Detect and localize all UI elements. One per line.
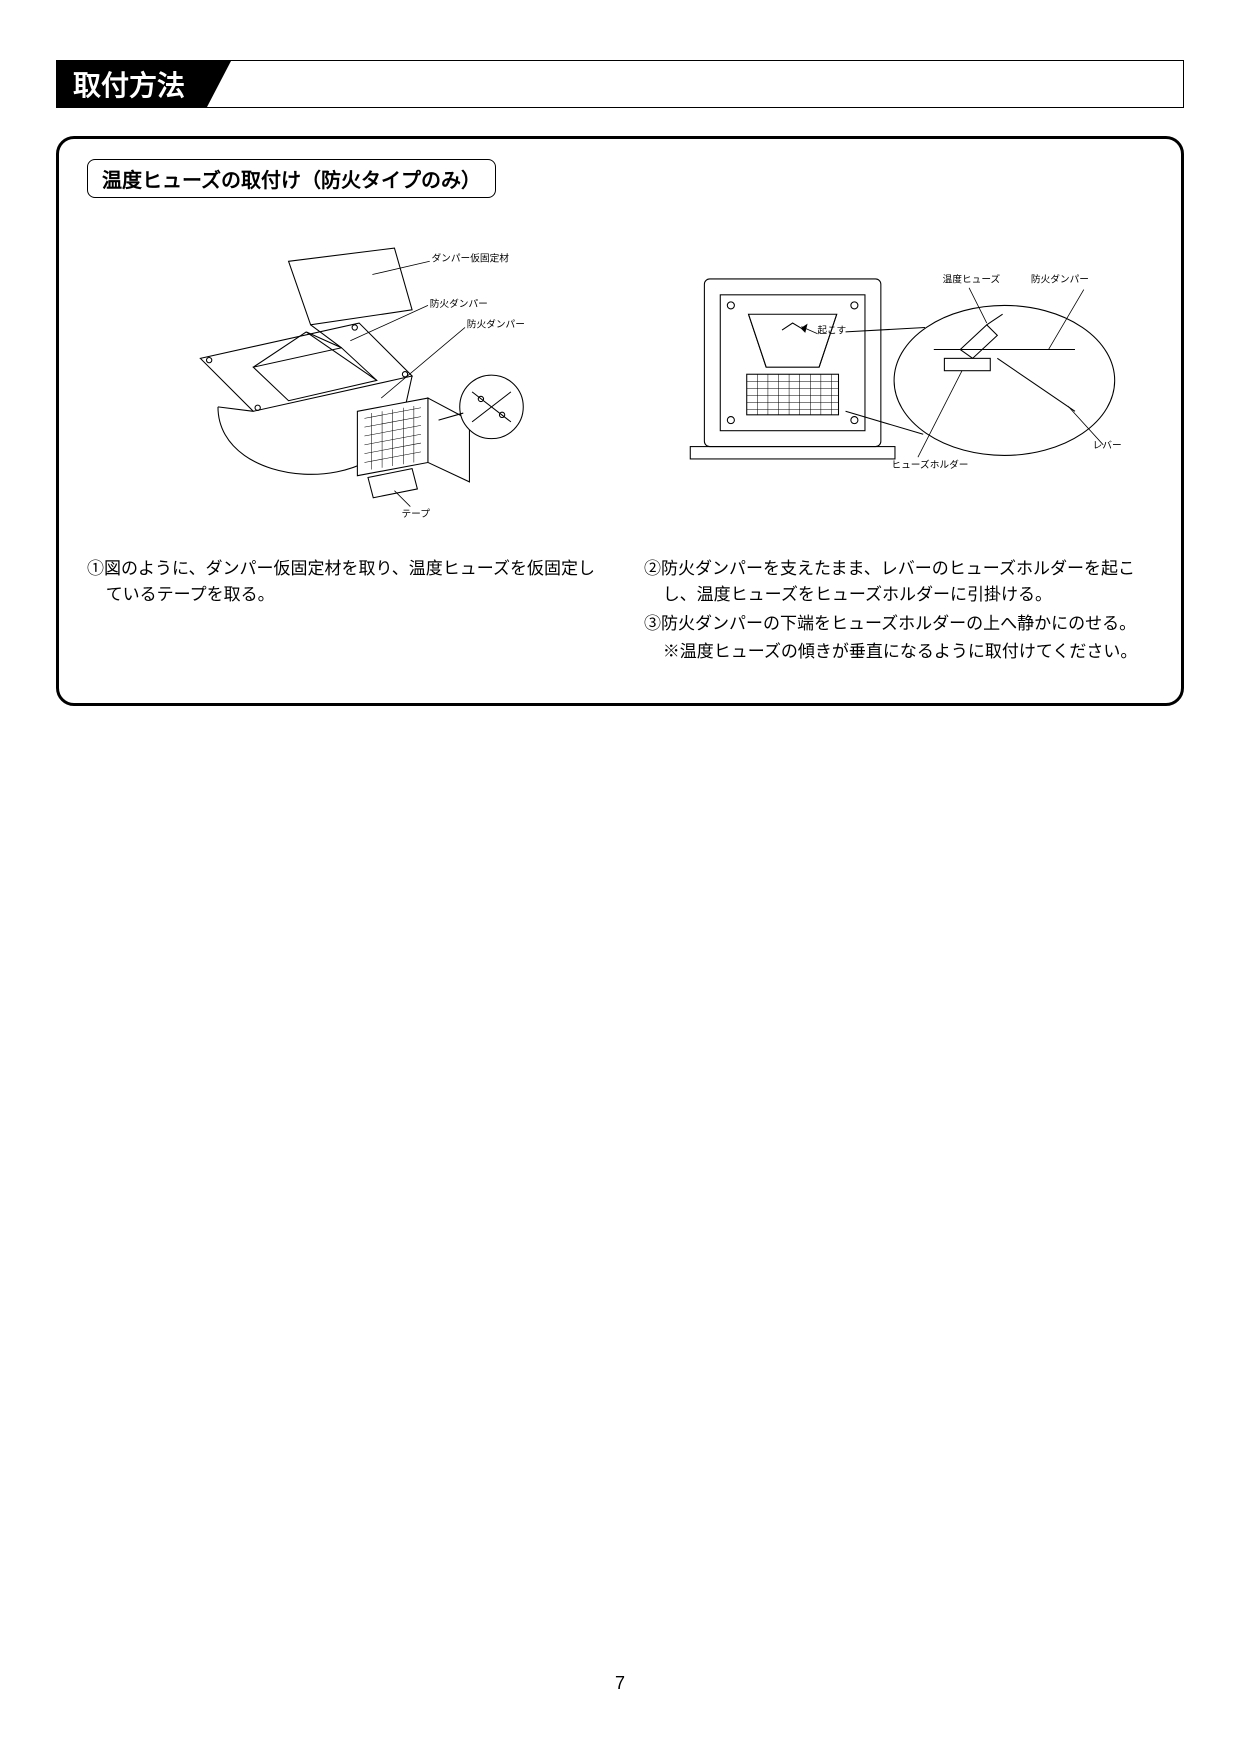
diagram-right: 起こす 温度ヒューズ 防火ダンパー ヒューズホルダー レバー (644, 226, 1153, 526)
diagram-left-column: ダンパー仮固定材 防火ダンパー 防火ダンパー テープ (87, 226, 596, 526)
diagrams-row: ダンパー仮固定材 防火ダンパー 防火ダンパー テープ (87, 226, 1153, 526)
instruction-step-2: ②防火ダンパーを支えたまま、レバーのヒューズホルダーを起こし、温度ヒューズをヒュ… (644, 556, 1153, 609)
section-header: 取付方法 (56, 60, 1184, 108)
label-fire-damper-1: 防火ダンパー (430, 297, 488, 310)
content-box: 温度ヒューズの取付け（防火タイプのみ） (56, 136, 1184, 706)
instruction-step-1: ①図のように、ダンパー仮固定材を取り、温度ヒューズを仮固定しているテープを取る。 (87, 556, 596, 609)
diagram-left: ダンパー仮固定材 防火ダンパー 防火ダンパー テープ (87, 226, 596, 526)
label-lever: レバー (1093, 440, 1122, 451)
label-fire-damper-r: 防火ダンパー (1031, 272, 1089, 285)
section-title: 取付方法 (57, 61, 207, 107)
label-fuse-holder: ヒューズホルダー (891, 458, 968, 471)
subsection-title: 温度ヒューズの取付け（防火タイプのみ） (87, 159, 496, 198)
label-fire-damper-2: 防火ダンパー (467, 317, 525, 330)
instructions-left: ①図のように、ダンパー仮固定材を取り、温度ヒューズを仮固定しているテープを取る。 (87, 556, 596, 667)
instruction-step-3: ③防火ダンパーの下端をヒューズホルダーの上へ静かにのせる。 (644, 611, 1153, 637)
diagram-right-column: 起こす 温度ヒューズ 防火ダンパー ヒューズホルダー レバー (644, 226, 1153, 526)
label-raise: 起こす (817, 325, 846, 337)
section-title-text: 取付方法 (73, 64, 185, 104)
label-tape: テープ (402, 508, 431, 520)
instruction-note: ※温度ヒューズの傾きが垂直になるように取付けてください。 (644, 639, 1153, 665)
instructions-row: ①図のように、ダンパー仮固定材を取り、温度ヒューズを仮固定しているテープを取る。… (87, 556, 1153, 667)
page-number: 7 (0, 1673, 1240, 1694)
label-thermal-fuse: 温度ヒューズ (943, 272, 1001, 285)
instructions-right: ②防火ダンパーを支えたまま、レバーのヒューズホルダーを起こし、温度ヒューズをヒュ… (644, 556, 1153, 667)
label-damper-fix: ダンパー仮固定材 (432, 251, 510, 264)
